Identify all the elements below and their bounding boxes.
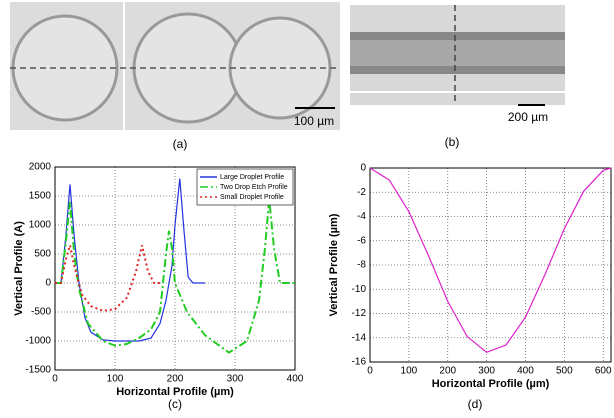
y-tick-label: -14 [352, 332, 367, 343]
scale-label: 200 µm [508, 110, 548, 124]
series-line [60, 178, 205, 342]
y-tick-label: -16 [352, 357, 367, 368]
x-axis-label: Horizontal Profile (µm) [432, 378, 550, 390]
y-tick-label: 500 [34, 249, 51, 260]
panel-label: (b) [445, 135, 460, 149]
x-tick-label: 100 [107, 374, 124, 385]
y-tick-label: -2 [357, 187, 366, 198]
y-tick-label: -4 [357, 211, 366, 222]
x-tick-label: 0 [52, 374, 58, 385]
x-tick-label: 100 [401, 366, 418, 377]
x-tick-label: 400 [517, 366, 534, 377]
y-tick-label: -6 [357, 235, 366, 246]
panel-label: (d) [468, 397, 483, 411]
y-tick-label: 0 [360, 163, 366, 174]
y-tick-label: -500 [31, 307, 51, 318]
legend-label: Large Droplet Profile [220, 174, 284, 181]
y-tick-label: -1000 [25, 336, 51, 347]
photo-a [10, 2, 340, 130]
x-tick-label: 200 [167, 374, 184, 385]
y-tick-label: 1500 [29, 191, 52, 202]
x-tick-label: 400 [287, 374, 304, 385]
x-axis-label: Horizontal Profile (µm) [116, 386, 234, 398]
y-tick-label: -8 [357, 260, 366, 271]
y-axis-label: Vertical Profile (A) [13, 221, 25, 316]
x-tick-label: 0 [367, 366, 373, 377]
x-tick-label: 300 [227, 374, 244, 385]
scale-label: 100 µm [294, 114, 334, 128]
plot-frame [54, 166, 296, 371]
photo-b [350, 5, 565, 106]
y-tick-label: 0 [45, 278, 51, 289]
panel-label: (a) [173, 137, 188, 151]
y-tick-label: 1000 [29, 220, 52, 231]
y-tick-label: 2000 [29, 162, 52, 173]
series-line [369, 167, 612, 353]
y-tick-label: -12 [352, 308, 367, 319]
y-tick-label: -10 [352, 284, 367, 295]
legend-label: Two Drop Etch Profile [220, 184, 288, 191]
series-line [55, 245, 160, 312]
x-tick-label: 500 [556, 366, 573, 377]
x-tick-label: 600 [595, 366, 612, 377]
x-tick-label: 300 [478, 366, 495, 377]
series-line [55, 198, 295, 354]
y-tick-label: -1500 [25, 365, 51, 376]
panel-label: (c) [168, 397, 182, 411]
plot-frame [369, 167, 612, 363]
x-tick-label: 200 [439, 366, 456, 377]
y-axis-label: Vertical Profile (µm) [328, 213, 340, 316]
legend-label: Small Droplet Profile [220, 194, 284, 201]
